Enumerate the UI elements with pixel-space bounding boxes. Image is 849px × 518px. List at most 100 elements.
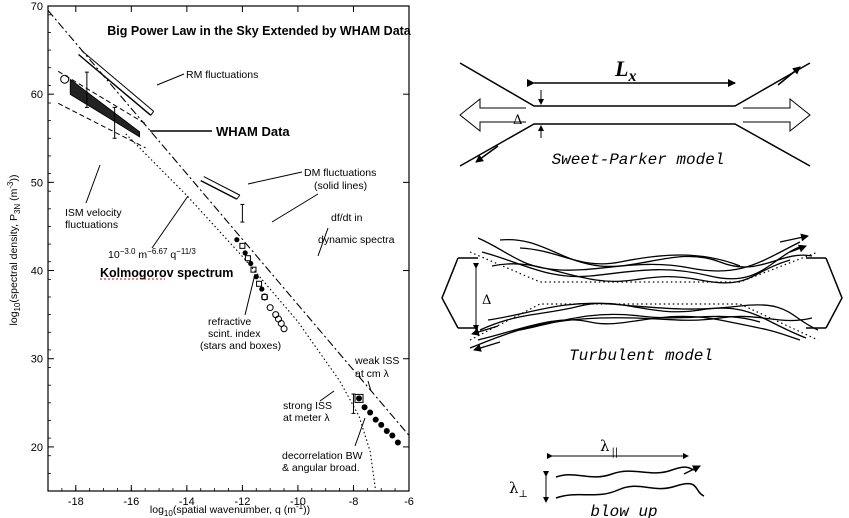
series-dm-fluctuations: [200, 179, 238, 200]
series-dm-fluctuations-bracket: [203, 176, 241, 196]
ism-label-line2: fluctuations: [65, 219, 118, 231]
rm-label: RM fluctuations: [186, 69, 258, 81]
series-wham-data: [69, 78, 141, 138]
ism-label-line1: ISM velocity: [65, 207, 122, 219]
formula-label: 10−3.0 m−6.67 q−11/3: [108, 247, 196, 261]
chart-points: [234, 237, 401, 446]
y-tick-label: 60: [31, 89, 43, 101]
refractive-box: [256, 280, 263, 287]
turb-caption: Turbulent model: [569, 347, 713, 365]
sp-caption: Sweet-Parker model: [552, 151, 725, 169]
turbulent-diagram: [441, 233, 843, 352]
annotation-wham: WHAM Data: [150, 124, 290, 139]
chart-axes: -18 -16 -14 -12 -10 -8 -6 20 30 40 50 60 70: [31, 1, 414, 508]
weak-iss-box: [354, 393, 364, 403]
annotation-dm: DM fluctuations (solid lines): [247, 167, 376, 223]
x-axis-label: log10(spatial wavenumber, q (m-1)): [150, 502, 310, 518]
iss-point: [389, 432, 396, 439]
iss-point: [383, 428, 390, 435]
y-tick-label: 40: [31, 266, 43, 278]
annotation-rm: RM fluctuations: [156, 69, 258, 86]
turb-dotted-lower: [469, 303, 819, 341]
annotation-decorrelation: decorrelation BW & angular broad.: [282, 417, 366, 474]
x-tick-label: -18: [68, 496, 84, 508]
dfdt-label-line1: df/dt in: [331, 212, 363, 224]
annotation-formula: 10−3.0 m−6.67 q−11/3 Kolmogorov spectrum: [100, 195, 233, 280]
marker-circle-large: [60, 74, 70, 84]
series-wham-data-envelope-top: [57, 70, 146, 125]
x-tick-label: -8: [349, 496, 359, 508]
iss-point: [367, 409, 374, 416]
dfdt-circle: [277, 319, 285, 327]
series-wham-data-envelope-bottom: [57, 102, 146, 149]
refractive-star: [242, 250, 248, 256]
annotation-weak-iss: weak ISS at cm λ: [354, 355, 399, 392]
dm-label-line1: DM fluctuations: [304, 167, 376, 179]
iss-point: [394, 439, 401, 446]
refractive-box: [244, 255, 251, 262]
dfdt-circle: [280, 325, 288, 333]
turb-right-bracket: [825, 257, 843, 329]
outflow-arrow-right: [743, 97, 811, 133]
x-tick-label: -12: [234, 496, 250, 508]
sweet-parker-diagram: [459, 62, 811, 167]
refractive-box: [250, 266, 257, 273]
strong-label-line2: at meter λ: [283, 412, 330, 424]
series-rm-fluctuations-bracket: [81, 50, 155, 112]
series-rm-fluctuations: [78, 53, 152, 116]
sp-lower-boundary: [459, 123, 811, 167]
dfdt-circle: [266, 304, 274, 312]
turb-field-lines-bottom: [469, 302, 819, 349]
turb-dotted-upper: [469, 251, 819, 283]
x-tick-label: -10: [290, 496, 306, 508]
sp-upper-boundary: [459, 62, 811, 107]
lambda-par-label: λ ||: [600, 437, 618, 458]
strong-label-line1: strong ISS: [283, 400, 332, 412]
iss-point: [361, 404, 368, 411]
dfdt-label-line2: dynamic spectra: [318, 234, 395, 246]
series-dm-fluctuations-bracket-end: [236, 194, 241, 200]
lx-label: Lx: [614, 56, 636, 85]
refractive-star: [234, 237, 240, 243]
turb-delta-label: Δ: [482, 293, 491, 308]
blowup-labels: λ || λ⊥ blow up: [509, 437, 658, 518]
sp-delta-label: Δ: [513, 113, 522, 128]
turb-field-lines-top: [477, 237, 813, 284]
weak-label-line1: weak ISS: [354, 355, 399, 367]
iss-point: [356, 395, 363, 402]
y-tick-label: 20: [31, 442, 43, 454]
refr-label-line3: (stars and boxes): [200, 340, 281, 352]
annotation-ism: ISM velocity fluctuations: [65, 164, 122, 231]
blowup-line-bottom: [555, 482, 705, 499]
series-kolmogorov-spectrum: [47, 10, 410, 436]
y-axis-label: log10(spectral density, P3N (m-3)): [6, 175, 22, 326]
x-tick-label: -6: [404, 496, 414, 508]
y-tick-label: 50: [31, 177, 43, 189]
wham-label: WHAM Data: [216, 124, 290, 139]
kolmogorov-label: Kolmogorov spectrum: [100, 266, 233, 280]
decor-label-line2: & angular broad.: [282, 462, 360, 474]
blowup-caption: blow up: [590, 503, 657, 518]
refr-label-line1: refractive: [208, 316, 251, 328]
x-tick-label: -14: [179, 496, 195, 508]
y-tick-label: 70: [31, 1, 43, 13]
refractive-star: [259, 286, 265, 292]
dm-label-line2: (solid lines): [314, 180, 367, 192]
blowup-diagram: [543, 453, 705, 503]
lambda-perp-label: λ⊥: [509, 479, 528, 500]
blowup-line-top: [555, 466, 699, 478]
series-rm-fluctuations-bracket-end: [150, 111, 155, 116]
series-unnamed-1: [125, 133, 377, 492]
turbulent-labels: Δ Turbulent model: [482, 293, 713, 365]
x-tick-label: -16: [123, 496, 139, 508]
refr-label-line2: scint. index: [208, 328, 261, 340]
refractive-box: [261, 294, 268, 300]
dfdt-circle: [272, 311, 280, 319]
dfdt-circle: [261, 293, 269, 301]
iss-point: [378, 421, 385, 428]
annotation-refractive: refractive scint. index (stars and boxes…: [200, 273, 281, 352]
refractive-star: [248, 260, 254, 267]
inflow-arrow-bottom: [475, 145, 499, 163]
chart-title: Big Power Law in the Sky Extended by WHA…: [107, 24, 412, 38]
